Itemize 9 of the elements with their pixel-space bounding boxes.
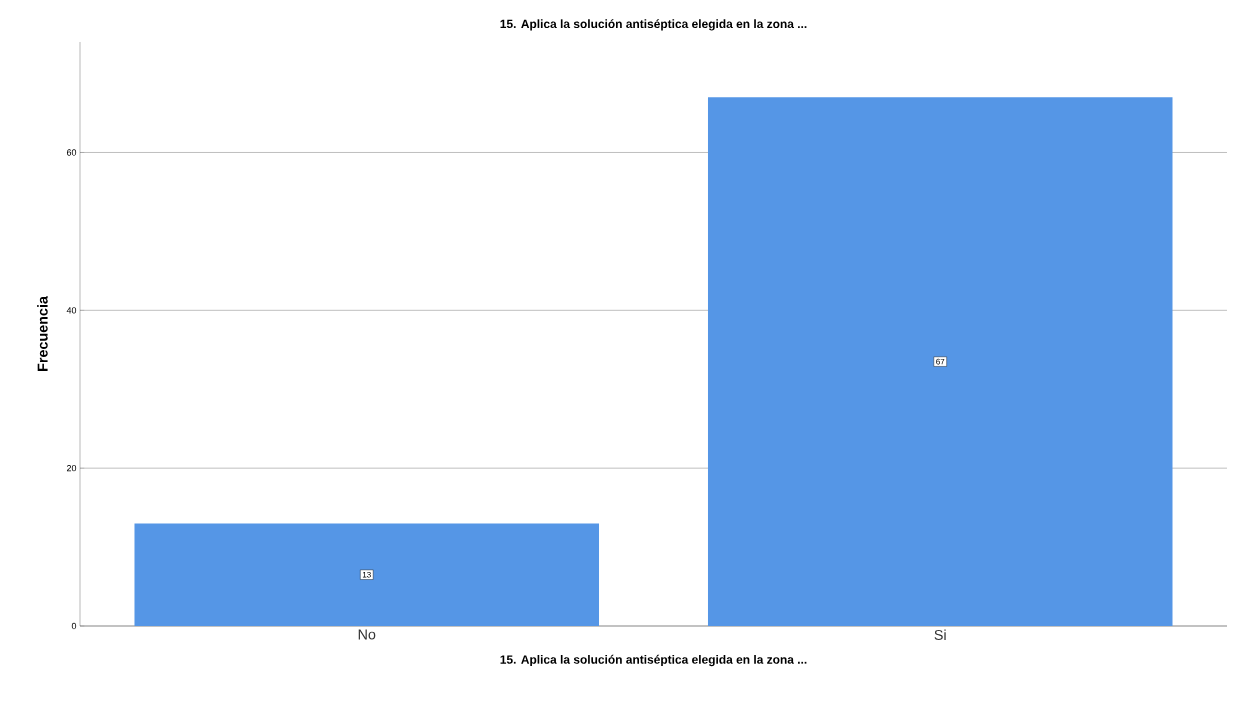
y-tick-label: 40 bbox=[66, 307, 77, 314]
x-tick-label: Si bbox=[934, 629, 946, 641]
y-tick-label: 60 bbox=[66, 149, 77, 156]
chart-title: 15. Aplica la solución antiséptica elegida en la zona ... bbox=[500, 19, 807, 31]
y-axis-title: Frecuencia bbox=[37, 296, 48, 371]
x-axis-title: 15. Aplica la solución antiséptica elegida en la zona ... bbox=[500, 654, 807, 667]
x-tick-label: No bbox=[358, 629, 376, 640]
y-tick-label: 20 bbox=[66, 464, 77, 472]
y-tick-label: 0 bbox=[71, 622, 77, 630]
